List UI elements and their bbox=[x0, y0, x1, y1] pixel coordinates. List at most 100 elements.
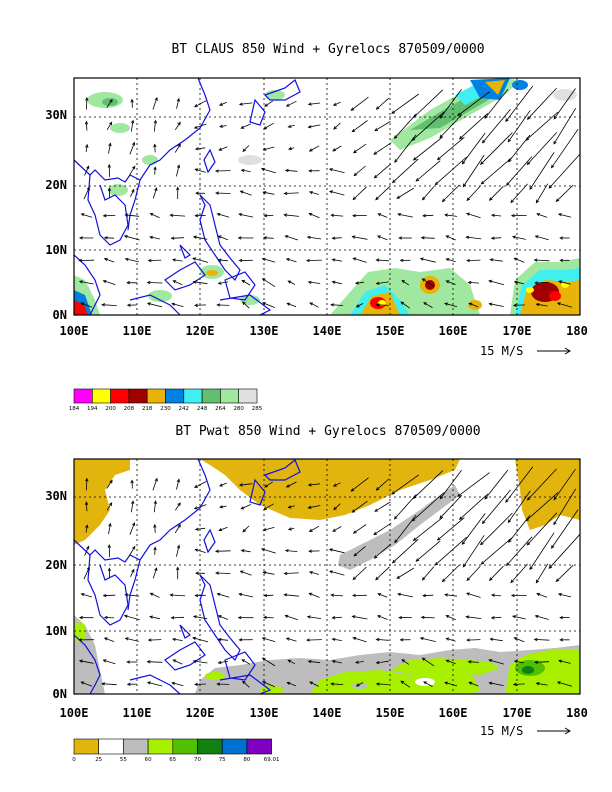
wind-vector bbox=[106, 480, 113, 489]
wind-vector bbox=[104, 237, 115, 239]
wind-vector bbox=[529, 152, 555, 190]
wind-vector bbox=[195, 527, 206, 530]
wind-vector bbox=[551, 509, 579, 549]
wind-vector-head bbox=[176, 186, 180, 191]
wind-vector bbox=[397, 213, 413, 218]
wind-vector-head bbox=[419, 257, 424, 261]
wind-vector-head bbox=[534, 235, 539, 239]
wind-vector-head bbox=[154, 96, 158, 101]
wind-vector bbox=[353, 143, 367, 154]
wind-vector-head bbox=[242, 301, 246, 306]
wind-vector bbox=[152, 187, 157, 199]
wind-vector-head bbox=[553, 521, 557, 526]
wind-vector bbox=[375, 566, 390, 580]
wind-vector bbox=[309, 191, 320, 195]
wind-vector-head bbox=[192, 636, 197, 641]
wind-vector bbox=[174, 502, 181, 511]
wind-vector bbox=[446, 235, 456, 241]
wind-vector-head bbox=[131, 188, 135, 193]
wind-vector-head bbox=[555, 198, 560, 203]
wind-vector bbox=[130, 189, 135, 197]
wind-vector bbox=[150, 592, 160, 598]
wind-vector bbox=[413, 89, 444, 118]
wind-vector-head bbox=[434, 181, 439, 186]
panel-1-gridlines bbox=[74, 78, 580, 315]
lat-label: 20N bbox=[45, 178, 67, 192]
colorbar-swatch bbox=[238, 388, 258, 404]
wind-vector-head bbox=[177, 143, 181, 148]
wind-vector-head bbox=[329, 190, 333, 194]
wind-vector bbox=[333, 482, 341, 487]
wind-vector-head bbox=[194, 303, 198, 307]
wind-vector-head bbox=[215, 191, 219, 195]
wind-vector-head bbox=[283, 191, 288, 196]
wind-vector bbox=[374, 501, 391, 512]
wind-vector-head bbox=[107, 567, 112, 572]
wind-vector-head bbox=[238, 638, 243, 642]
wind-vector-head bbox=[238, 258, 243, 263]
wind-vector bbox=[376, 639, 389, 641]
wind-vector-head bbox=[261, 302, 266, 306]
wind-vector bbox=[262, 302, 275, 308]
wind-vector bbox=[527, 512, 558, 546]
wind-vector bbox=[149, 236, 160, 240]
wind-vector-head bbox=[330, 303, 335, 307]
wind-vector bbox=[218, 259, 229, 262]
wind-vector-head bbox=[78, 258, 83, 263]
wind-vector-head bbox=[550, 545, 555, 549]
wind-vector bbox=[331, 214, 344, 217]
wind-vector-head bbox=[101, 682, 106, 686]
wind-vector bbox=[239, 213, 254, 218]
wind-vector-head bbox=[130, 479, 134, 484]
wind-vector-head bbox=[307, 280, 312, 285]
wind-vector bbox=[263, 571, 275, 575]
wind-vector bbox=[147, 302, 163, 308]
wind-vector-head bbox=[411, 517, 416, 522]
wind-vector bbox=[488, 280, 505, 286]
wind-vector bbox=[241, 549, 251, 553]
wind-vector bbox=[106, 122, 113, 131]
wind-vector bbox=[309, 213, 320, 219]
wind-vector bbox=[242, 301, 250, 309]
wind-vector-head bbox=[558, 659, 562, 663]
wind-vector-head bbox=[261, 657, 266, 661]
wind-vector-head bbox=[375, 303, 380, 307]
wind-vector-head bbox=[332, 148, 337, 152]
wind-vector bbox=[482, 109, 511, 144]
wind-vector bbox=[264, 594, 274, 597]
wind-vector bbox=[468, 282, 480, 284]
wind-vector-head bbox=[284, 168, 289, 173]
wind-vector-head bbox=[131, 500, 135, 505]
wind-vector bbox=[172, 638, 183, 641]
wind-vector bbox=[446, 280, 456, 285]
wind-vector bbox=[86, 478, 88, 491]
wind-vector bbox=[308, 102, 321, 105]
wind-vector-head bbox=[217, 637, 222, 642]
wind-vector bbox=[420, 637, 436, 642]
wind-vector-head bbox=[507, 519, 512, 524]
wind-vector-head bbox=[445, 235, 450, 239]
wind-vector-head bbox=[172, 659, 177, 663]
wind-vector bbox=[81, 593, 93, 598]
wind-vector-head bbox=[352, 196, 357, 201]
wind-vector bbox=[444, 214, 458, 217]
wind-vector bbox=[173, 280, 183, 286]
wind-vector bbox=[309, 302, 319, 308]
wind-vector-head bbox=[354, 660, 359, 664]
wind-vector-head bbox=[307, 483, 312, 487]
colorbar-swatch bbox=[73, 738, 100, 755]
wind-vector-head bbox=[461, 541, 466, 546]
wind-vector bbox=[102, 304, 117, 306]
wind-vector-head bbox=[353, 552, 358, 557]
wind-vector bbox=[194, 683, 207, 685]
wind-vector-head bbox=[412, 114, 417, 119]
wind-vector bbox=[217, 213, 230, 218]
wind-vector-head bbox=[287, 505, 292, 509]
wind-vector-head bbox=[80, 593, 85, 597]
wind-vector bbox=[462, 154, 485, 187]
wind-vector bbox=[194, 304, 207, 306]
wind-vector-head bbox=[193, 104, 198, 108]
wind-vector-head bbox=[172, 637, 176, 642]
wind-vector-head bbox=[480, 161, 484, 165]
wind-vector bbox=[459, 493, 489, 520]
